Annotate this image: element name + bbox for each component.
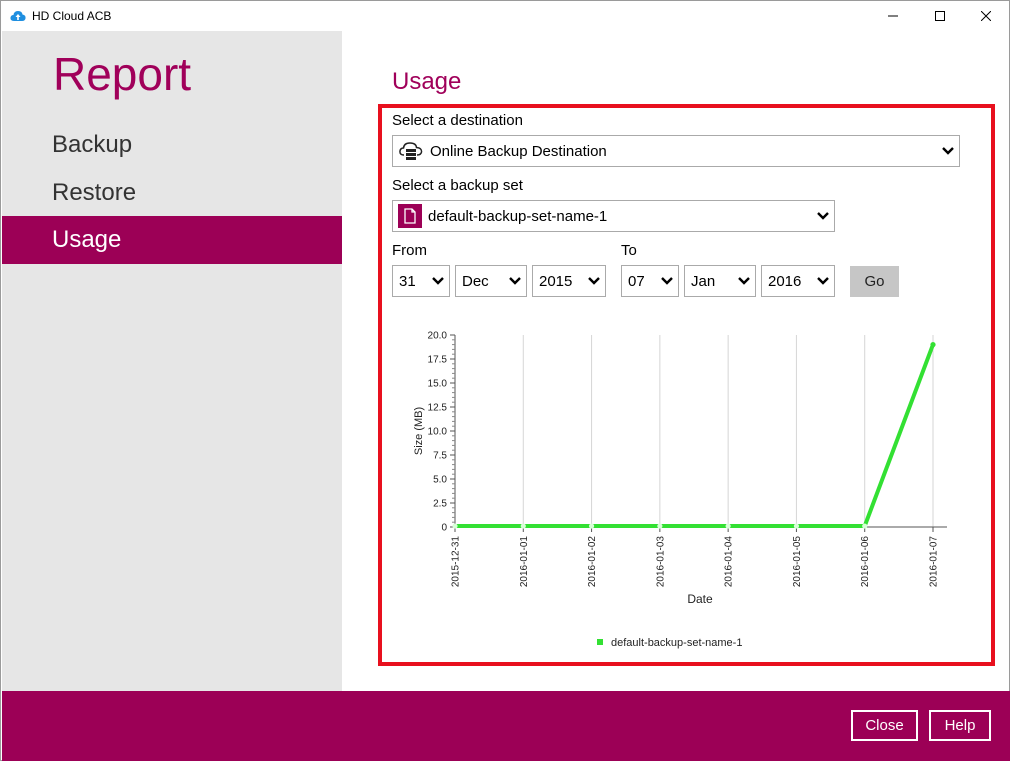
to-year-value: 2016: [768, 272, 802, 290]
chevron-down-icon: [812, 266, 834, 296]
x-tick-label: 2016-01-01: [519, 536, 530, 588]
y-tick-label: 15.0: [428, 379, 448, 390]
to-day-select[interactable]: 07: [621, 265, 679, 297]
data-point: [452, 523, 458, 529]
chevron-down-icon: [937, 136, 959, 166]
y-tick-label: 10.0: [428, 427, 448, 438]
from-day-value: 31: [399, 272, 416, 290]
sidebar: Report Backup Restore Usage: [2, 31, 342, 691]
data-point: [725, 523, 731, 529]
x-tick-label: 2016-01-05: [792, 536, 803, 588]
window-title: HD Cloud ACB: [32, 9, 112, 23]
from-day-select[interactable]: 31: [392, 265, 450, 297]
chevron-down-icon: [427, 266, 449, 296]
x-tick-label: 2016-01-02: [587, 536, 598, 588]
y-tick-label: 7.5: [433, 451, 447, 462]
data-point: [930, 342, 936, 348]
series-line: [453, 342, 935, 529]
document-icon: [398, 204, 422, 228]
from-month-value: Dec: [462, 272, 489, 290]
x-tick-label: 2016-01-06: [860, 536, 871, 588]
data-point: [862, 523, 868, 529]
from-year-value: 2015: [539, 272, 573, 290]
from-label: From: [392, 242, 427, 259]
sidebar-item-label: Restore: [52, 179, 137, 206]
sidebar-item-label: Backup: [52, 131, 133, 158]
x-tick-label: 2016-01-04: [724, 536, 735, 588]
maximize-icon: [935, 11, 945, 21]
x-tick-label: 2015-12-31: [451, 536, 462, 588]
close-icon: [981, 11, 991, 21]
close-window-button[interactable]: [963, 1, 1009, 31]
go-button[interactable]: Go: [850, 266, 899, 297]
chevron-down-icon: [504, 266, 526, 296]
y-tick-label: 0: [441, 523, 447, 534]
page-title: Usage: [392, 68, 462, 95]
x-tick-label: 2016-01-07: [929, 536, 940, 588]
backup-set-value: default-backup-set-name-1: [428, 207, 608, 225]
highlight-frame: [378, 104, 995, 666]
usage-chart-svg: 0 2.5 5.0 7.5 10.0 12.5 15.0 17.5 20.0 2015-12-31…: [413, 331, 947, 649]
chevron-down-icon: [656, 266, 678, 296]
y-tick-label: 17.5: [428, 355, 448, 366]
sidebar-item-restore[interactable]: Restore: [2, 169, 342, 217]
destination-label: Select a destination: [392, 112, 523, 129]
destination-value: Online Backup Destination: [430, 142, 607, 160]
y-tick-label: 2.5: [433, 499, 447, 510]
backup-set-label: Select a backup set: [392, 177, 523, 194]
data-point: [657, 523, 663, 529]
to-year-select[interactable]: 2016: [761, 265, 835, 297]
chevron-down-icon: [583, 266, 605, 296]
chevron-down-icon: [733, 266, 755, 296]
from-month-select[interactable]: Dec: [455, 265, 527, 297]
cloud-upload-icon: [10, 11, 26, 21]
to-month-value: Jan: [691, 272, 716, 290]
title-bar: HD Cloud ACB: [1, 1, 1009, 31]
maximize-button[interactable]: [917, 1, 963, 31]
sidebar-item-usage[interactable]: Usage: [2, 216, 342, 264]
y-tick-label: 12.5: [428, 403, 448, 414]
sidebar-title: Report: [53, 48, 192, 100]
to-day-value: 07: [628, 272, 645, 290]
to-month-select[interactable]: Jan: [684, 265, 756, 297]
minimize-button[interactable]: [870, 1, 916, 31]
destination-select[interactable]: Online Backup Destination: [392, 135, 960, 167]
data-point: [793, 523, 800, 529]
to-label: To: [621, 242, 637, 259]
data-point: [588, 523, 595, 529]
sidebar-item-label: Usage: [52, 226, 122, 253]
backup-set-select[interactable]: default-backup-set-name-1: [392, 200, 835, 232]
legend-label: default-backup-set-name-1: [611, 637, 742, 649]
y-tick-label: 5.0: [433, 475, 447, 486]
y-axis-title: Size (MB): [413, 407, 425, 455]
sidebar-item-backup[interactable]: Backup: [2, 121, 342, 169]
x-axis-title: Date: [687, 592, 713, 606]
minimize-icon: [888, 15, 898, 17]
legend-swatch: [597, 639, 603, 645]
chevron-down-icon: [812, 201, 834, 231]
y-tick-label: 20.0: [428, 331, 448, 342]
usage-chart: 0 2.5 5.0 7.5 10.0 12.5 15.0 17.5 20.0 2015-12-31…: [382, 321, 991, 661]
cloud-server-icon: [398, 138, 424, 164]
footer-bar: Close Help: [2, 691, 1010, 761]
close-button[interactable]: Close: [851, 710, 918, 741]
x-tick-label: 2016-01-03: [655, 536, 666, 588]
from-year-select[interactable]: 2015: [532, 265, 606, 297]
data-point: [520, 523, 526, 529]
help-button[interactable]: Help: [929, 710, 991, 741]
